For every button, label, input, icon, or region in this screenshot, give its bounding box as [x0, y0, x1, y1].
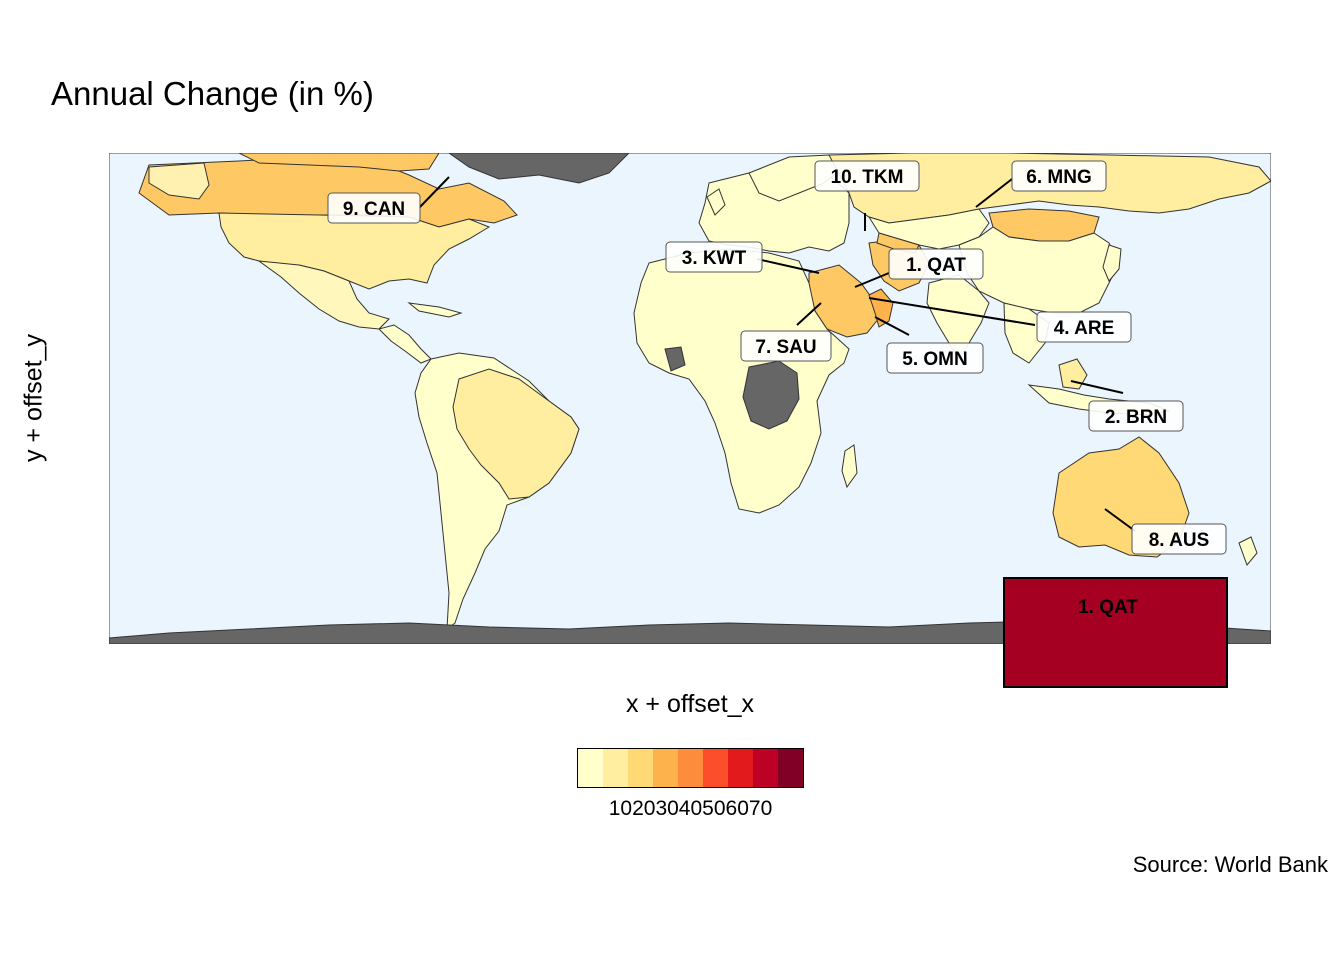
legend-swatch: [678, 749, 703, 787]
legend-swatch: [703, 749, 728, 787]
country-africa: [633, 248, 850, 514]
leader-lines: [418, 176, 1136, 532]
legend-swatch: [778, 749, 803, 787]
legend-swatch: [728, 749, 753, 787]
label-text-can: 9. CAN: [343, 199, 405, 220]
legend-swatch: [603, 749, 628, 787]
country-uk: [706, 188, 726, 216]
country-usa-alaska: [148, 162, 210, 200]
country-borneo: [1058, 358, 1088, 390]
legend-swatch: [653, 749, 678, 787]
country-label-2: 2. BRN: [1088, 400, 1184, 432]
country-brazil: [452, 368, 580, 500]
label-text-kwt: 3. KWT: [682, 248, 747, 269]
world-map-panel: 9. CAN 10. TKM 6. MNG 3. KWT 1. QAT 4. A…: [109, 153, 1271, 644]
country-label-8: 8. AUS: [1131, 523, 1227, 555]
country-madagascar: [841, 444, 858, 489]
country-new-zealand: [1238, 536, 1258, 566]
label-text-are: 4. ARE: [1054, 318, 1115, 339]
chart-title: Annual Change (in %): [51, 75, 374, 112]
country-caribbean: [407, 302, 463, 318]
label-text-qat: 1. QAT: [906, 255, 966, 276]
country-label-3: 3. KWT: [665, 241, 763, 273]
country-label-5: 5. OMN: [886, 342, 984, 374]
label-text-tkm: 10. TKM: [831, 167, 904, 188]
label-text-brn: 2. BRN: [1105, 407, 1167, 428]
legend-swatch: [753, 749, 778, 787]
country-label-9: 9. CAN: [327, 192, 421, 224]
legend-swatch: [628, 749, 653, 787]
color-legend: 10203040506070: [577, 748, 804, 821]
highlight-box: 1. QAT: [1003, 577, 1228, 688]
legend-swatch: [578, 749, 603, 787]
legend-tick-labels: 10203040506070: [608, 797, 773, 820]
label-text-aus: 8. AUS: [1149, 530, 1210, 551]
x-axis-label: x + offset_x: [625, 690, 755, 718]
source-caption: Source: World Bank: [1132, 852, 1328, 877]
country-label-10: 10. TKM: [814, 160, 920, 192]
label-text-omn: 5. OMN: [902, 349, 967, 370]
country-japan: [1102, 244, 1122, 282]
world-map: 9. CAN 10. TKM 6. MNG 3. KWT 1. QAT 4. A…: [109, 153, 1271, 644]
country-greenland: [448, 153, 630, 184]
country-west-africa-nodata: [664, 346, 686, 372]
label-text-sau: 7. SAU: [755, 337, 816, 358]
country-usa: [218, 212, 491, 290]
highlight-label: 1. QAT: [1078, 597, 1138, 618]
country-dr-congo: [742, 360, 800, 430]
country-label-1: 1. QAT: [888, 248, 984, 280]
country-mexico: [257, 260, 390, 330]
y-axis-label: y + offset_y: [19, 333, 48, 463]
legend-color-bar: [577, 748, 804, 788]
country-label-7: 7. SAU: [740, 330, 832, 362]
country-canada-islands: [238, 153, 440, 172]
label-text-mng: 6. MNG: [1026, 167, 1091, 188]
country-label-6: 6. MNG: [1011, 160, 1107, 192]
country-label-4: 4. ARE: [1036, 311, 1132, 343]
